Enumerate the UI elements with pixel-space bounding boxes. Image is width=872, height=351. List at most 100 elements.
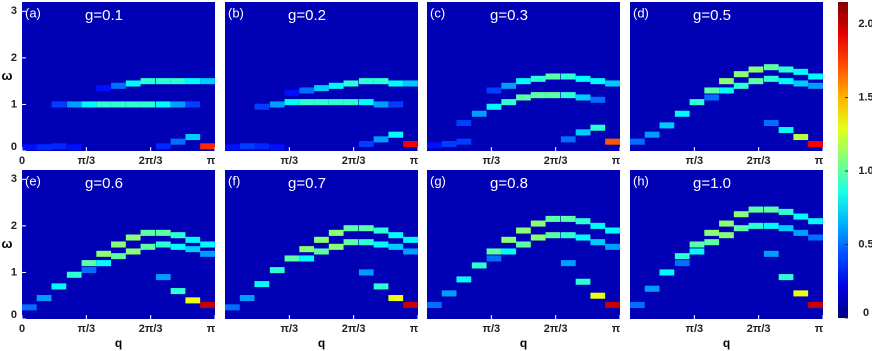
heatmap-cell xyxy=(456,138,472,145)
heatmap-cell xyxy=(284,255,300,262)
heatmap-cell xyxy=(170,232,186,239)
heatmap-cell xyxy=(778,225,794,232)
x-tick-label: 0 xyxy=(19,155,25,167)
heatmap-cell xyxy=(674,260,690,267)
heatmap-cell xyxy=(170,243,186,250)
x-tick-label: π/3 xyxy=(281,155,299,167)
heatmap-cell xyxy=(358,269,374,276)
heatmap-cell xyxy=(486,255,502,262)
heatmap-cell xyxy=(269,144,285,151)
x-axis-label: q xyxy=(318,336,325,350)
heatmap-cell xyxy=(185,297,201,304)
heatmap-cell xyxy=(575,75,591,82)
heatmap-cell xyxy=(388,232,404,239)
panel-label: (b) xyxy=(228,5,244,20)
heatmap-cell xyxy=(299,99,315,106)
heatmap-cell xyxy=(674,253,690,260)
heatmap-cell xyxy=(36,295,52,302)
x-tick-label: π xyxy=(815,155,824,167)
panel-label: (a) xyxy=(25,5,41,20)
heatmap-cell xyxy=(590,239,606,246)
heatmap-cell xyxy=(486,103,502,110)
panel-title: g=1.0 xyxy=(693,175,731,192)
heatmap-cell xyxy=(185,134,201,141)
panel-title: g=0.1 xyxy=(85,7,123,24)
panel-title: g=0.8 xyxy=(490,175,528,192)
x-tick-label: π xyxy=(410,323,419,335)
x-tick-label: π/3 xyxy=(483,155,501,167)
heatmap-cell xyxy=(560,73,576,80)
heatmap-cell xyxy=(763,64,779,71)
heatmap-cell xyxy=(403,236,418,243)
heatmap-cell xyxy=(575,129,591,136)
heatmap-cell xyxy=(343,99,359,106)
heatmap-cell xyxy=(200,302,215,309)
heatmap-cell xyxy=(560,215,576,222)
heatmap-cell xyxy=(590,292,606,299)
x-tick-label: 2π/3 xyxy=(747,323,771,335)
heatmap-cell xyxy=(545,92,561,99)
heatmap-cell xyxy=(358,225,374,232)
heatmap-cell xyxy=(388,243,404,250)
heatmap-cell xyxy=(763,250,779,257)
y-axis-label: ω xyxy=(2,68,13,83)
heatmap-cell xyxy=(719,232,734,239)
heatmap-cell xyxy=(111,101,126,108)
y-axis-label: ω xyxy=(2,236,13,251)
heatmap-cell xyxy=(733,82,749,89)
x-tick-label: 2π/3 xyxy=(747,155,771,167)
heatmap-cell xyxy=(427,302,442,309)
heatmap-cell xyxy=(388,101,404,108)
heatmap-cell xyxy=(140,229,156,236)
heatmap-cell xyxy=(689,99,705,106)
heatmap-cell xyxy=(516,78,531,85)
colorbar-tick-label: 0 xyxy=(863,307,869,319)
y-tick-label: 3 xyxy=(11,5,17,17)
heatmap-cell xyxy=(793,290,809,297)
panel-label: (e) xyxy=(25,173,41,188)
heatmap-cell xyxy=(778,208,794,215)
heatmap-cell xyxy=(170,78,186,85)
heatmap-cell xyxy=(516,241,531,248)
heatmap-cell xyxy=(605,243,620,250)
heatmap-cell xyxy=(793,80,809,87)
heatmap-cell xyxy=(545,232,561,239)
heatmap-cell xyxy=(125,101,141,108)
heatmap-cell xyxy=(486,248,502,255)
heatmap-cell xyxy=(605,138,620,145)
heatmap-cell xyxy=(81,267,97,274)
heatmap-cell xyxy=(778,274,794,281)
heatmap-cell xyxy=(314,85,329,92)
panel-label: (h) xyxy=(633,173,649,188)
heatmap-cell xyxy=(808,302,823,309)
x-tick-label: π xyxy=(207,155,216,167)
heatmap-cell xyxy=(808,218,823,225)
heatmap-cell xyxy=(403,80,418,87)
x-tick-label: π/3 xyxy=(483,323,501,335)
heatmap-cell xyxy=(763,75,779,82)
heatmap-cell xyxy=(96,260,112,267)
heatmap-cell xyxy=(343,239,359,246)
panel-background xyxy=(630,170,823,319)
x-tick-label: π xyxy=(410,155,419,167)
heatmap-cell xyxy=(778,127,794,134)
heatmap-cell xyxy=(314,236,329,243)
heatmap-cell xyxy=(51,143,67,150)
heatmap-cell xyxy=(630,138,645,145)
y-tick-label: 1 xyxy=(11,266,17,278)
heatmap-cell xyxy=(501,236,517,243)
heatmap-cell xyxy=(239,143,255,150)
x-tick-label: 2π/3 xyxy=(139,323,163,335)
heatmap-cell xyxy=(125,80,141,87)
heatmap-cell xyxy=(22,304,37,311)
y-tick-label: 2 xyxy=(11,52,17,64)
heatmap-cell xyxy=(630,302,645,309)
heatmap-cell xyxy=(605,227,620,234)
y-tick-label: 2 xyxy=(11,220,17,232)
heatmap-cell xyxy=(358,239,374,246)
heatmap-cell xyxy=(155,101,171,108)
x-tick-label: π xyxy=(207,323,216,335)
heatmap-cell xyxy=(704,87,720,94)
heatmap-cell xyxy=(560,92,576,99)
heatmap-cell xyxy=(328,99,344,106)
